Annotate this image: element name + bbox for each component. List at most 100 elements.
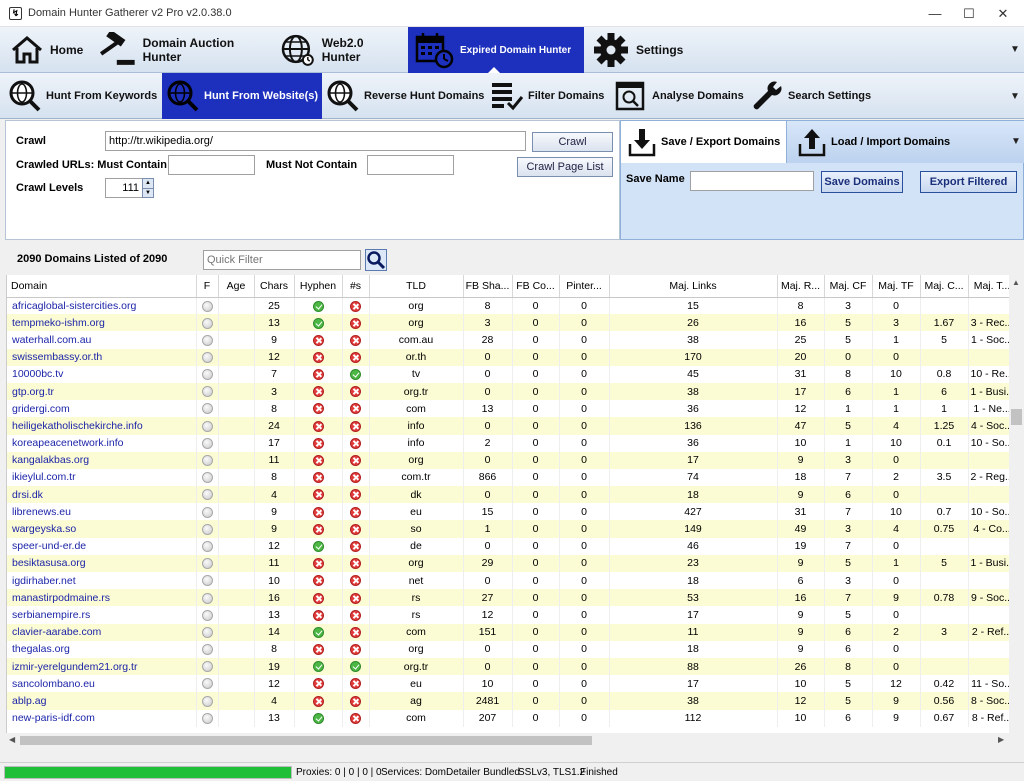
nav-expired-domain-hunter[interactable]: Expired Domain Hunter xyxy=(408,27,584,73)
horizontal-scroll-thumb[interactable] xyxy=(20,736,592,745)
nav-web20-hunter[interactable]: Web2.0 Hunter xyxy=(280,27,405,73)
domain-cell[interactable]: igdirhaber.net xyxy=(7,572,197,590)
domains-grid[interactable]: Domain F Age Chars Hyphen #s TLD FB Sha... FB Co… xyxy=(6,275,1009,733)
stepper-down-icon[interactable]: ▼ xyxy=(143,188,153,197)
vertical-scrollbar[interactable]: ▲ xyxy=(1009,275,1024,733)
subnav-hunt-from-keywords[interactable]: Hunt From Keywords xyxy=(8,73,160,119)
tab-save-export-domains[interactable]: Save / Export Domains xyxy=(621,121,787,163)
domain-cell[interactable]: thegalas.org xyxy=(7,640,197,658)
domain-cell[interactable]: manastirpodmaine.rs xyxy=(7,589,197,607)
table-row[interactable]: serbianempire.rs 13 rs 12 0 0 17 9 5 0 xyxy=(7,606,1009,624)
domain-cell[interactable]: librenews.eu xyxy=(7,503,197,521)
crawl-page-list-button[interactable]: Crawl Page List xyxy=(517,157,613,177)
favourite-dot-icon[interactable] xyxy=(201,609,213,621)
favourite-dot-icon[interactable] xyxy=(201,403,213,415)
domain-cell[interactable]: new-paris-idf.com xyxy=(7,709,197,727)
favourite-dot-icon[interactable] xyxy=(201,523,213,535)
domain-cell[interactable]: drsi.dk xyxy=(7,486,197,504)
favourite-dot-icon[interactable] xyxy=(201,300,213,312)
subnav-search-settings[interactable]: Search Settings xyxy=(750,73,880,119)
column-header[interactable]: Maj. Links xyxy=(609,275,778,298)
domain-cell[interactable]: clavier-aarabe.com xyxy=(7,623,197,641)
close-button[interactable]: ✕ xyxy=(997,6,1009,21)
column-header[interactable]: Chars xyxy=(254,275,295,298)
domain-cell[interactable]: 10000bc.tv xyxy=(7,365,197,383)
export-filtered-button[interactable]: Export Filtered xyxy=(920,171,1017,193)
favourite-dot-icon[interactable] xyxy=(201,712,213,724)
domain-cell[interactable]: serbianempire.rs xyxy=(7,606,197,624)
domain-cell[interactable]: ablp.ag xyxy=(7,692,197,710)
favourite-dot-icon[interactable] xyxy=(201,695,213,707)
favourite-dot-icon[interactable] xyxy=(201,626,213,638)
subnav-filter-domains[interactable]: Filter Domains xyxy=(490,73,610,119)
favourite-dot-icon[interactable] xyxy=(201,317,213,329)
save-name-input[interactable] xyxy=(690,171,814,191)
column-header[interactable]: FB Co... xyxy=(512,275,560,298)
save-domains-button[interactable]: Save Domains xyxy=(821,171,903,193)
sub-nav-dropdown-icon[interactable]: ▼ xyxy=(1010,91,1020,102)
maximize-button[interactable]: ☐ xyxy=(963,6,975,21)
column-header[interactable]: Maj. R... xyxy=(777,275,825,298)
domain-cell[interactable]: izmir-yerelgundem21.org.tr xyxy=(7,657,197,676)
stepper-up-icon[interactable]: ▲ xyxy=(145,180,151,186)
domain-cell[interactable]: ikieylul.com.tr xyxy=(7,468,197,487)
minimize-button[interactable]: — xyxy=(928,6,942,21)
domain-cell[interactable]: gtp.org.tr xyxy=(7,382,197,401)
quick-filter-input[interactable] xyxy=(203,250,361,270)
table-row[interactable]: koreapeacenetwork.info 17 info 2 0 0 36 10 1 10 0.… xyxy=(7,434,1009,452)
favourite-dot-icon[interactable] xyxy=(201,369,213,381)
domain-cell[interactable]: gridergi.com xyxy=(7,400,197,418)
table-row[interactable]: manastirpodmaine.rs 16 rs 27 0 0 53 16 7 9 0.78 9 -… xyxy=(7,589,1009,607)
favourite-dot-icon[interactable] xyxy=(201,472,213,484)
scroll-right-icon[interactable]: ▶ xyxy=(998,735,1005,744)
domain-cell[interactable]: heiligekatholischekirche.info xyxy=(7,417,197,435)
quick-filter-search-button[interactable] xyxy=(365,249,387,271)
column-header[interactable]: Maj. T... xyxy=(968,275,1009,298)
favourite-dot-icon[interactable] xyxy=(201,420,213,432)
main-nav-dropdown-icon[interactable]: ▼ xyxy=(1010,44,1020,55)
table-row[interactable]: thegalas.org 8 org 0 0 0 18 9 6 0 xyxy=(7,640,1009,658)
favourite-dot-icon[interactable] xyxy=(201,644,213,656)
nav-settings[interactable]: Settings xyxy=(592,27,702,73)
load-import-dropdown-icon[interactable]: ▼ xyxy=(1011,136,1021,147)
table-row[interactable]: heiligekatholischekirche.info 24 info 0 0 0 13… xyxy=(7,417,1009,435)
column-header[interactable]: Pinter... xyxy=(559,275,610,298)
domain-cell[interactable]: sancolombano.eu xyxy=(7,675,197,693)
favourite-dot-icon[interactable] xyxy=(201,437,213,449)
table-row[interactable]: africaglobal-sistercities.org 25 org 8 0 0 15 8… xyxy=(7,297,1009,315)
favourite-dot-icon[interactable] xyxy=(201,334,213,346)
favourite-dot-icon[interactable] xyxy=(201,489,213,501)
column-header[interactable]: Age xyxy=(218,275,255,298)
column-header[interactable]: F xyxy=(196,275,219,298)
favourite-dot-icon[interactable] xyxy=(201,558,213,570)
table-row[interactable]: igdirhaber.net 10 net 0 0 0 18 6 3 0 xyxy=(7,572,1009,590)
table-row[interactable]: sancolombano.eu 12 eu 10 0 0 17 10 5 12 0.42 11 - S… xyxy=(7,675,1009,693)
subnav-reverse-hunt-domains[interactable]: Reverse Hunt Domains xyxy=(326,73,486,119)
column-header[interactable]: Hyphen xyxy=(294,275,343,298)
crawl-levels-stepper[interactable]: ▲ ▼ xyxy=(142,178,154,198)
crawl-levels-input[interactable]: 111 xyxy=(105,178,143,198)
domain-cell[interactable]: africaglobal-sistercities.org xyxy=(7,297,197,315)
must-not-contain-input[interactable] xyxy=(367,155,454,175)
scroll-up-icon[interactable]: ▲ xyxy=(1012,278,1020,287)
favourite-dot-icon[interactable] xyxy=(201,351,213,363)
table-row[interactable]: speer-und-er.de 12 de 0 0 0 46 19 7 0 xyxy=(7,537,1009,555)
nav-domain-auction-hunter[interactable]: Domain Auction Hunter xyxy=(95,27,275,73)
scroll-left-icon[interactable]: ◀ xyxy=(9,735,16,744)
domain-cell[interactable]: kangalakbas.org xyxy=(7,451,197,469)
domain-cell[interactable]: swissembassy.or.th xyxy=(7,348,197,366)
horizontal-scrollbar[interactable]: ◀ ▶ xyxy=(6,733,1009,748)
domain-cell[interactable]: besiktasusa.org xyxy=(7,554,197,572)
table-row[interactable]: izmir-yerelgundem21.org.tr 19 org.tr 0 0 0 88 2… xyxy=(7,657,1009,676)
favourite-dot-icon[interactable] xyxy=(201,678,213,690)
tab-load-import-domains[interactable]: Load / Import Domains ▼ xyxy=(787,121,1024,163)
column-header[interactable]: Maj. TF xyxy=(872,275,921,298)
table-row[interactable]: tempmeko-ishm.org 13 org 3 0 0 26 16 5 3 1.67 3 - R… xyxy=(7,314,1009,332)
column-header[interactable]: TLD xyxy=(369,275,464,298)
must-contain-input[interactable] xyxy=(168,155,255,175)
subnav-hunt-from-websites[interactable]: Hunt From Website(s) xyxy=(162,73,322,119)
domain-cell[interactable]: waterhall.com.au xyxy=(7,331,197,349)
